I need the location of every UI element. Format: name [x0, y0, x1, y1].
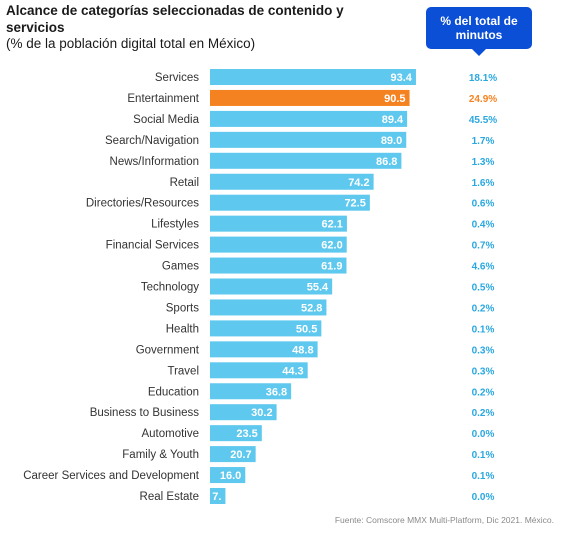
bar-value-label: 50.5: [296, 323, 317, 335]
minutes-share-label: 0.0%: [472, 429, 495, 440]
minutes-share-label: 0.2%: [472, 303, 495, 314]
bar: [210, 467, 246, 484]
bar: [210, 257, 347, 274]
bar-value-label: 16.0: [220, 470, 241, 482]
category-label: Entertainment: [127, 93, 199, 105]
minutes-share-label: 0.7%: [472, 241, 495, 252]
minutes-share-label: 0.5%: [472, 283, 495, 294]
bar: [210, 110, 408, 127]
bar: [210, 131, 407, 148]
chart-subtitle: (% de la población digital total en Méxi…: [6, 36, 256, 51]
bar: [210, 446, 256, 463]
bar-value-label: 72.5: [344, 198, 365, 210]
bar: [210, 152, 402, 169]
minutes-share-label: 0.1%: [472, 450, 495, 461]
bar: [210, 173, 374, 190]
bar-value-label: 62.1: [322, 219, 343, 231]
category-label: Services: [155, 72, 199, 84]
category-label: Real Estate: [140, 491, 199, 503]
bar-value-label: 93.4: [391, 72, 413, 84]
bar-value-label: 89.0: [381, 135, 402, 147]
category-label: Family & Youth: [122, 449, 199, 461]
bar-value-label: 44.3: [282, 365, 303, 377]
category-label: Social Media: [133, 114, 199, 126]
category-label: Education: [148, 386, 199, 398]
category-label: Lifestyles: [151, 219, 199, 231]
minutes-share-callout-label: % del total de minutos: [440, 14, 518, 42]
category-label: Government: [136, 344, 200, 356]
minutes-share-label: 4.6%: [472, 262, 495, 273]
bar-value-label: 7.: [212, 491, 221, 503]
bar: [210, 69, 416, 85]
category-label: Career Services and Development: [23, 470, 200, 482]
minutes-share-label: 0.4%: [472, 220, 495, 231]
bar-value-label: 62.0: [321, 240, 342, 252]
category-label: Financial Services: [106, 240, 200, 252]
category-label: Travel: [167, 365, 199, 377]
bar: [210, 299, 327, 316]
category-label: Health: [166, 323, 199, 335]
bar: [210, 320, 322, 337]
bar-value-label: 23.5: [236, 428, 257, 440]
minutes-share-label: 0.1%: [472, 324, 495, 335]
minutes-share-label: 0.0%: [472, 492, 495, 503]
bar-value-label: 89.4: [382, 114, 404, 126]
minutes-share-label: 0.3%: [472, 345, 495, 356]
minutes-share-label: 0.2%: [472, 387, 495, 398]
bar: [210, 236, 347, 253]
category-label: Automotive: [141, 428, 199, 440]
minutes-share-label: 1.7%: [472, 136, 495, 147]
bar: [210, 194, 370, 211]
bar-value-label: 20.7: [230, 449, 251, 461]
bar-value-label: 52.8: [301, 302, 322, 314]
minutes-share-label: 1.6%: [472, 178, 495, 189]
bar: [210, 341, 318, 358]
bar-value-label: 36.8: [266, 386, 287, 398]
minutes-share-label: 24.9%: [469, 94, 497, 105]
callout-pointer-icon: [472, 49, 486, 56]
bar: [210, 215, 347, 232]
bar-value-label: 74.2: [348, 177, 369, 189]
bar: [210, 383, 292, 400]
bar: [210, 89, 410, 106]
bar-value-label: 48.8: [292, 344, 313, 356]
category-label: Directories/Resources: [86, 198, 199, 210]
bar: [210, 425, 262, 442]
minutes-share-label: 0.3%: [472, 366, 495, 377]
category-label: News/Information: [110, 156, 199, 168]
minutes-share-label: 0.2%: [472, 408, 495, 419]
bar: [210, 278, 333, 295]
bar-value-label: 30.2: [251, 407, 272, 419]
minutes-share-label: 18.1%: [469, 73, 497, 84]
category-label: Search/Navigation: [105, 135, 199, 147]
bar: [210, 488, 226, 504]
bar-value-label: 55.4: [307, 282, 329, 294]
bar-value-label: 61.9: [321, 261, 342, 273]
category-label: Games: [162, 261, 199, 273]
source-note: Fuente: Comscore MMX Multi-Platform, Dic…: [334, 515, 554, 525]
bar: [210, 362, 308, 379]
bar: [210, 404, 277, 421]
minutes-share-callout: % del total de minutos: [426, 7, 532, 49]
bar-value-label: 90.5: [384, 93, 405, 105]
bar-value-label: 86.8: [376, 156, 397, 168]
minutes-share-label: 0.1%: [472, 471, 495, 482]
category-label: Business to Business: [90, 407, 200, 419]
minutes-share-label: 0.6%: [472, 199, 495, 210]
chart-title: Alcance de categorías seleccionadas de c…: [6, 3, 344, 35]
category-label: Technology: [141, 282, 199, 294]
minutes-share-label: 45.5%: [469, 115, 497, 126]
minutes-share-label: 1.3%: [472, 157, 495, 168]
category-label: Sports: [166, 302, 199, 314]
category-label: Retail: [170, 177, 199, 189]
